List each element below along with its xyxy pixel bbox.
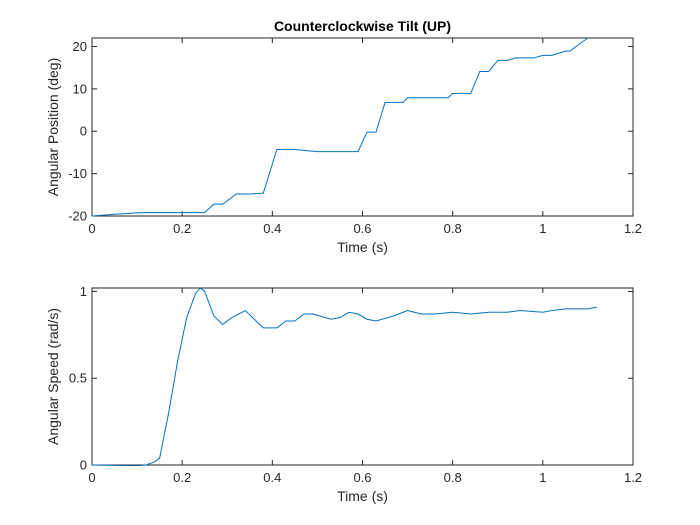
y-tick-label: -20 xyxy=(68,209,87,224)
x-tick-label: 0.8 xyxy=(444,470,462,485)
y-tick-label: 1 xyxy=(80,284,87,299)
y-tick-label: -10 xyxy=(68,166,87,181)
y-tick-label: 10 xyxy=(73,81,87,96)
y-axis-label: Angular Position (deg) xyxy=(45,58,61,197)
x-tick-label: 0.6 xyxy=(353,470,371,485)
x-tick-label: 0.8 xyxy=(444,221,462,236)
y-axis-label: Angular Speed (rad/s) xyxy=(45,308,61,445)
position-chart: 0 0.2 0.4 0.6 0.8 1 1.2 -20 -10 0 10 20 Counterclock… xyxy=(45,18,642,255)
y-tick-label: 0 xyxy=(80,458,87,473)
series-line xyxy=(92,37,589,217)
series-line xyxy=(92,287,598,466)
plot-area xyxy=(91,37,634,217)
x-tick-label: 0.4 xyxy=(263,470,281,485)
y-tick-label: 20 xyxy=(73,39,87,54)
plot-area xyxy=(91,287,634,466)
x-axis-label: Time (s) xyxy=(337,488,388,504)
x-tick-label: 0 xyxy=(88,470,95,485)
x-tick-label: 0.2 xyxy=(173,470,191,485)
chart-title: Counterclockwise Tilt (UP) xyxy=(274,18,451,34)
x-tick-label: 1 xyxy=(539,470,546,485)
y-tick-label: 0 xyxy=(80,124,87,139)
x-tick-label: 1.2 xyxy=(624,221,642,236)
x-tick-label: 0.6 xyxy=(353,221,371,236)
x-tick-label: 0.2 xyxy=(173,221,191,236)
speed-chart: 0 0.2 0.4 0.6 0.8 1 1.2 0 0.5 1 Time (s) Angular Sp… xyxy=(45,284,642,504)
x-tick-label: 0.4 xyxy=(263,221,281,236)
y-tick-label: 0.5 xyxy=(69,371,87,386)
x-tick-label: 0 xyxy=(88,221,95,236)
x-axis-label: Time (s) xyxy=(337,239,388,255)
x-tick-label: 1.2 xyxy=(624,470,642,485)
x-tick-label: 1 xyxy=(539,221,546,236)
